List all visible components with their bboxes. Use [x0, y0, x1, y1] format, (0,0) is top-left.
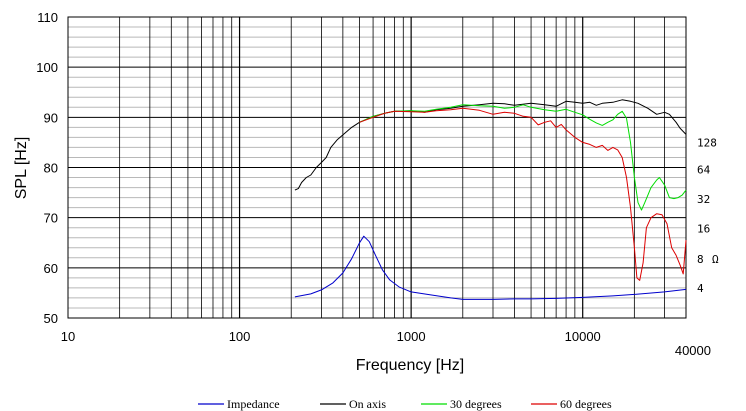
legend-label-on-axis: On axis — [349, 397, 386, 411]
y-tick-label: 110 — [37, 10, 58, 25]
y-tick-label: 60 — [44, 261, 58, 276]
right-axis-tick-label: 8 — [697, 253, 704, 266]
right-axis-unit: Ω — [712, 253, 719, 266]
plot-frame — [67, 16, 687, 319]
major-gridlines — [68, 17, 686, 318]
x-tick-label: 10 — [61, 329, 75, 344]
series-line-on-axis — [294, 99, 687, 191]
legend-label-impedance: Impedance — [227, 397, 280, 411]
y-tick-label: 70 — [44, 211, 58, 226]
x-tick-label: 10000 — [565, 329, 601, 344]
series-line-impedance — [294, 235, 687, 300]
y-tick-label: 100 — [36, 60, 58, 75]
series-layer — [294, 99, 687, 300]
right-axis-tick-label: 16 — [697, 223, 710, 236]
right-axis-tick-label: 32 — [697, 193, 710, 206]
right-axis-tick-label: 128 — [697, 136, 717, 149]
y-tick-label: 90 — [44, 110, 58, 125]
x-tick-label: 40000 — [675, 343, 711, 358]
x-tick-label: 100 — [229, 329, 251, 344]
y-tick-label: 80 — [44, 161, 58, 176]
right-axis-tick-label: 64 — [697, 164, 711, 177]
x-axis-title: Frequency [Hz] — [356, 357, 464, 374]
y-axis-title: SPL [Hz] — [13, 137, 30, 200]
x-tick-label: 1000 — [397, 329, 426, 344]
y-tick-label: 50 — [44, 311, 58, 326]
legend: Impedance On axis 30 degrees 60 degrees — [198, 397, 612, 411]
y-tick-labels: 50 60 70 80 90 100 110 — [36, 10, 58, 326]
series-line-30-degrees — [359, 104, 687, 211]
legend-label-60-degrees: 60 degrees — [560, 397, 612, 411]
x-tick-labels: 10 100 1000 10000 40000 — [61, 329, 711, 358]
right-axis-tick-labels: 4 8 16 32 64 128 — [697, 136, 717, 294]
legend-label-30-degrees: 30 degrees — [450, 397, 502, 411]
series-line-60-degrees — [359, 107, 687, 281]
right-axis-tick-label: 4 — [697, 282, 704, 295]
